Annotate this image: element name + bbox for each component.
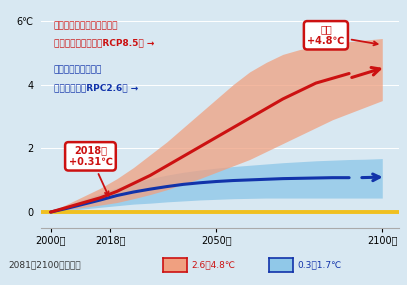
Text: 0.3～1.7℃: 0.3～1.7℃: [297, 260, 341, 270]
Text: 厳しい温暖化対策を: 厳しい温暖化対策を: [54, 66, 102, 75]
Text: 2081～2100年の平均: 2081～2100年の平均: [8, 260, 81, 270]
Text: 最大
+4.8℃: 最大 +4.8℃: [307, 25, 378, 46]
Text: 取った場合（RPC2.6） →: 取った場合（RPC2.6） →: [54, 83, 138, 92]
Text: 取らなかった場合（RCP8.5） →: 取らなかった場合（RCP8.5） →: [54, 39, 154, 48]
Text: 現状を上回る温暖化対策を: 現状を上回る温暖化対策を: [54, 21, 118, 30]
Text: 2.6～4.8℃: 2.6～4.8℃: [191, 260, 235, 270]
Text: 2018年
+0.31℃: 2018年 +0.31℃: [68, 146, 112, 196]
